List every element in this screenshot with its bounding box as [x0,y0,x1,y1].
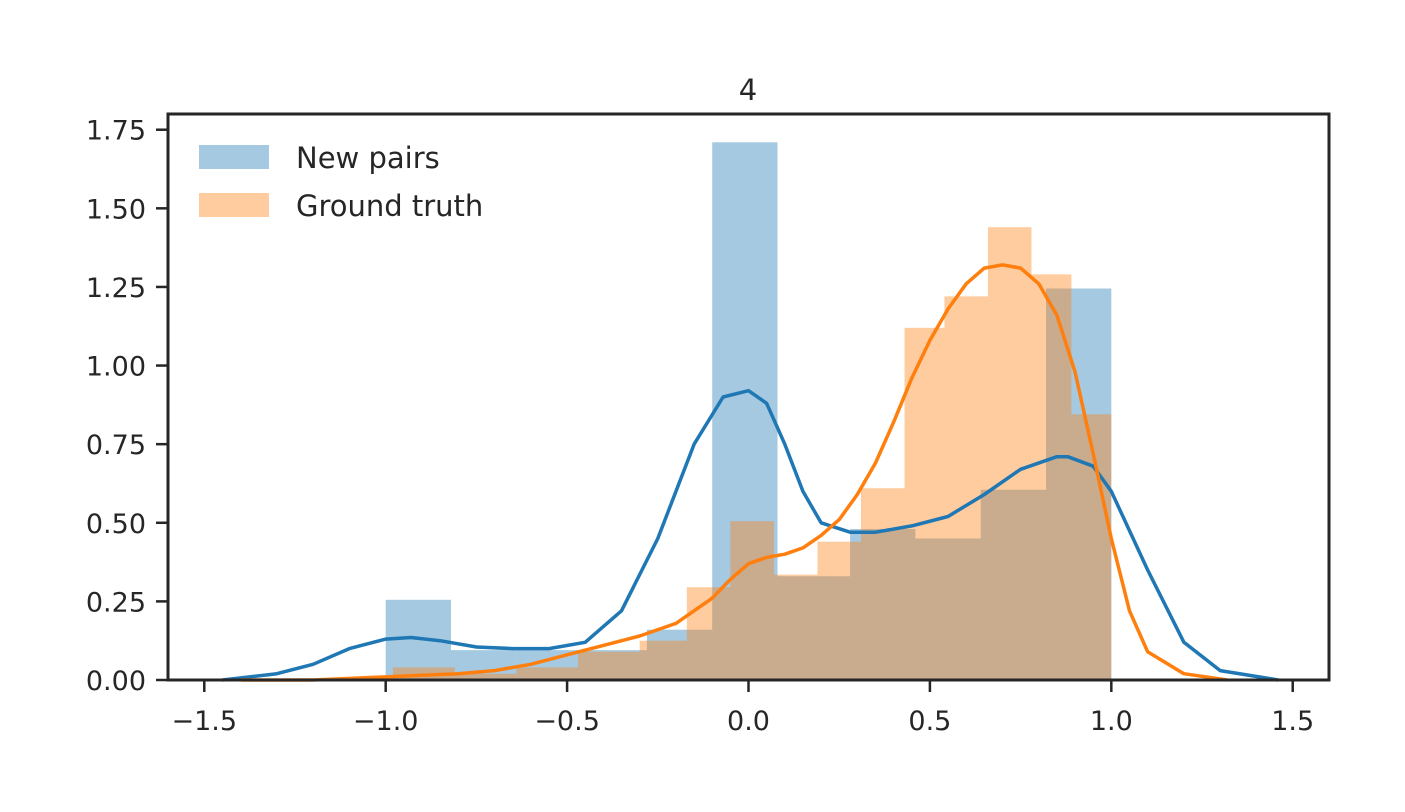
y-tick-label: 0.75 [86,430,146,461]
histogram-bar [850,529,916,680]
y-tick-label: 1.00 [86,352,146,383]
histogram-bar [516,667,578,680]
histogram-bar [581,650,647,680]
plot-area [222,142,1279,682]
x-tick-label: 1.5 [1271,706,1314,737]
y-tick-label: 1.25 [86,273,146,304]
x-tick-label: 0.0 [727,706,770,737]
legend-swatch [199,193,269,217]
x-tick-label: −1.0 [353,706,419,737]
histogram-bar [1031,274,1072,680]
axes: −1.5 −1.0 −0.5 0.0 0.5 1.0 1.5 0.00 0.25 0.50 0.75… [86,116,1314,737]
histogram-bar [777,576,851,680]
series-0-bars [385,142,1112,681]
histogram-bar [577,651,640,680]
histogram-bar [1071,414,1112,680]
histogram-bar [646,629,713,680]
histogram-bar [860,488,905,680]
histogram-bar [944,296,988,680]
y-tick-label: 0.00 [86,666,146,697]
histogram-bar [987,227,1032,680]
histogram-bar [980,489,1047,680]
chart-title: 4 [739,73,757,107]
x-tick-label: 1.0 [1090,706,1133,737]
series-1-kde-line [240,263,1228,682]
histogram-bar [639,640,687,680]
series-0-kde-line [222,388,1279,682]
histogram-bar [773,574,818,680]
y-tick-label: 1.50 [86,194,146,225]
legend-swatch [199,145,269,169]
series-1-bars [392,227,1112,680]
y-tick-label: 0.25 [86,587,146,618]
legend-label: New pairs [296,141,440,175]
histogram-bar [817,541,861,680]
x-tick-label: 0.5 [908,706,951,737]
legend: New pairs Ground truth [199,141,483,223]
x-tick-label: −0.5 [534,706,600,737]
legend-label: Ground truth [296,189,483,223]
histogram-bar [904,327,945,680]
y-tick-label: 0.50 [86,509,146,540]
histogram-bar [915,538,981,680]
histogram-bar [730,521,774,680]
histogram-bar [712,142,778,681]
x-tick-label: −1.5 [172,706,238,737]
histogram-bar [454,673,517,680]
y-tick-label: 1.75 [86,116,146,147]
